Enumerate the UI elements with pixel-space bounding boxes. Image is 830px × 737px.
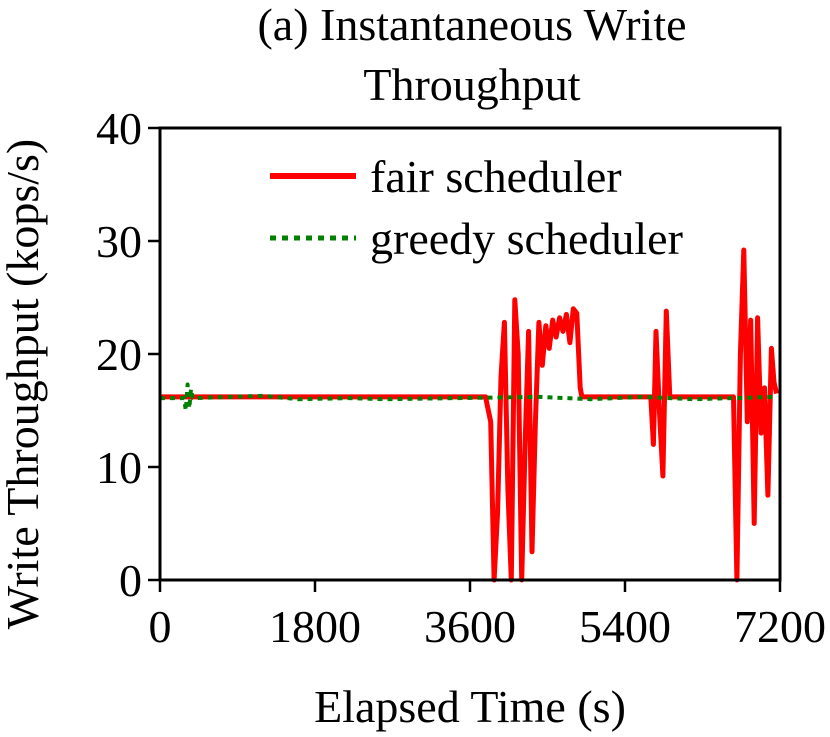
y-tick-label: 10 bbox=[96, 442, 142, 493]
legend-label: fair scheduler bbox=[370, 151, 622, 202]
x-tick-label: 3600 bbox=[424, 601, 516, 652]
series-layer bbox=[160, 247, 780, 583]
y-axis: 0 10 20 30 40 bbox=[96, 103, 160, 606]
x-tick-label: 0 bbox=[149, 601, 172, 652]
y-tick-label: 30 bbox=[96, 216, 142, 267]
x-tick-label: 5400 bbox=[579, 601, 671, 652]
series-line-fair-scheduler bbox=[160, 247, 780, 583]
x-tick-label: 1800 bbox=[269, 601, 361, 652]
chart-title-line-2: Throughput bbox=[363, 59, 580, 110]
legend-label: greedy scheduler bbox=[370, 213, 683, 264]
chart-title: (a) Instantaneous Write Throughput bbox=[257, 0, 686, 110]
x-tick-label: 7200 bbox=[734, 601, 826, 652]
y-axis-label: Write Throughput (kops/s) bbox=[0, 139, 48, 629]
x-axis-label: Elapsed Time (s) bbox=[314, 681, 626, 732]
y-tick-label: 0 bbox=[119, 555, 142, 606]
chart-title-line-1: (a) Instantaneous Write bbox=[257, 0, 686, 50]
y-tick-label: 40 bbox=[96, 103, 142, 154]
legend: fair scheduler greedy scheduler bbox=[270, 151, 683, 264]
y-tick-label: 20 bbox=[96, 329, 142, 380]
series-line-greedy-scheduler bbox=[160, 382, 777, 413]
x-axis: 0 1800 3600 5400 7200 bbox=[149, 580, 826, 652]
